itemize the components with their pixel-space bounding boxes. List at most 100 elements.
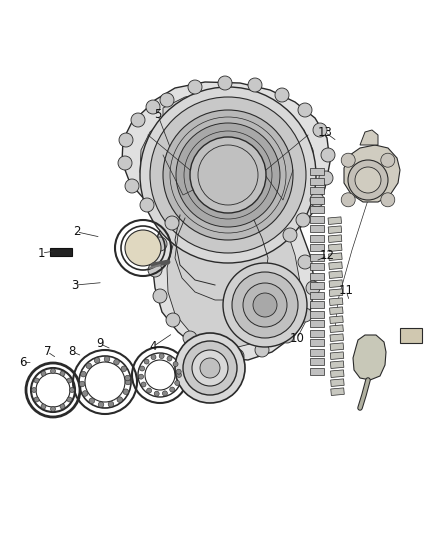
Circle shape xyxy=(381,153,395,167)
Bar xyxy=(331,370,344,377)
Bar xyxy=(328,253,342,261)
Circle shape xyxy=(165,216,179,230)
Circle shape xyxy=(167,356,172,361)
Circle shape xyxy=(321,148,335,162)
Text: 5: 5 xyxy=(154,108,161,121)
Circle shape xyxy=(140,366,145,371)
Circle shape xyxy=(81,372,86,377)
Circle shape xyxy=(319,171,333,185)
Circle shape xyxy=(310,193,324,207)
Bar xyxy=(310,206,324,213)
Circle shape xyxy=(50,368,56,374)
Circle shape xyxy=(296,213,310,227)
Circle shape xyxy=(341,193,355,207)
Circle shape xyxy=(60,371,65,376)
Bar xyxy=(310,311,324,318)
Bar xyxy=(329,262,343,270)
Circle shape xyxy=(160,93,174,107)
Circle shape xyxy=(125,179,139,193)
Bar xyxy=(310,225,324,232)
Circle shape xyxy=(176,369,181,374)
Circle shape xyxy=(125,379,131,385)
Bar xyxy=(310,358,324,365)
Circle shape xyxy=(153,289,167,303)
Circle shape xyxy=(232,272,298,338)
Text: 12: 12 xyxy=(320,249,335,262)
Circle shape xyxy=(159,353,164,359)
Circle shape xyxy=(98,402,104,407)
Circle shape xyxy=(104,356,110,362)
Bar xyxy=(330,334,343,342)
Circle shape xyxy=(94,358,100,363)
Circle shape xyxy=(67,378,72,383)
Polygon shape xyxy=(344,145,400,202)
Circle shape xyxy=(50,407,56,411)
Circle shape xyxy=(32,387,36,392)
Circle shape xyxy=(283,228,297,242)
Bar xyxy=(400,328,422,343)
Circle shape xyxy=(298,103,312,117)
Circle shape xyxy=(173,361,178,367)
Text: 8: 8 xyxy=(69,345,76,358)
Bar xyxy=(330,361,344,368)
Circle shape xyxy=(41,371,46,376)
Circle shape xyxy=(60,404,65,409)
Circle shape xyxy=(131,113,145,127)
Circle shape xyxy=(313,123,327,137)
Bar xyxy=(330,325,343,333)
Circle shape xyxy=(190,137,266,213)
Text: 13: 13 xyxy=(318,126,332,139)
Circle shape xyxy=(119,133,133,147)
Bar xyxy=(329,298,343,305)
Circle shape xyxy=(79,381,85,387)
Circle shape xyxy=(381,193,395,207)
Circle shape xyxy=(121,366,127,372)
Circle shape xyxy=(177,373,181,377)
Circle shape xyxy=(175,333,245,403)
Circle shape xyxy=(117,397,123,402)
Bar xyxy=(328,244,342,252)
Circle shape xyxy=(70,387,74,392)
Circle shape xyxy=(108,401,114,407)
Circle shape xyxy=(175,381,180,385)
Circle shape xyxy=(151,354,156,360)
Circle shape xyxy=(123,389,129,394)
Circle shape xyxy=(275,88,289,102)
Circle shape xyxy=(147,388,152,393)
Text: 2: 2 xyxy=(73,225,81,238)
Bar xyxy=(310,215,324,222)
Bar xyxy=(310,254,324,261)
Polygon shape xyxy=(353,335,386,380)
Bar xyxy=(328,217,342,224)
Bar xyxy=(310,292,324,298)
Circle shape xyxy=(141,382,146,387)
Bar xyxy=(310,329,324,336)
Text: 1: 1 xyxy=(38,247,46,260)
Bar xyxy=(310,197,324,204)
Text: 11: 11 xyxy=(339,284,353,297)
Circle shape xyxy=(138,374,144,379)
Circle shape xyxy=(153,237,167,251)
Circle shape xyxy=(355,167,381,193)
Text: 3: 3 xyxy=(71,279,78,292)
Circle shape xyxy=(150,97,306,253)
Circle shape xyxy=(341,153,355,167)
Bar xyxy=(50,248,72,256)
Polygon shape xyxy=(122,82,330,360)
Circle shape xyxy=(163,110,293,240)
Circle shape xyxy=(200,358,220,378)
Bar xyxy=(310,168,324,175)
Circle shape xyxy=(166,313,180,327)
Bar xyxy=(310,177,324,184)
Text: 6: 6 xyxy=(19,356,27,369)
Bar xyxy=(310,349,324,356)
Bar xyxy=(329,307,343,314)
Circle shape xyxy=(188,80,202,94)
Bar xyxy=(328,235,342,243)
Circle shape xyxy=(86,363,92,368)
Bar xyxy=(329,289,343,296)
Text: 10: 10 xyxy=(290,332,304,345)
Circle shape xyxy=(176,123,280,227)
Circle shape xyxy=(82,391,88,397)
Circle shape xyxy=(162,391,167,396)
